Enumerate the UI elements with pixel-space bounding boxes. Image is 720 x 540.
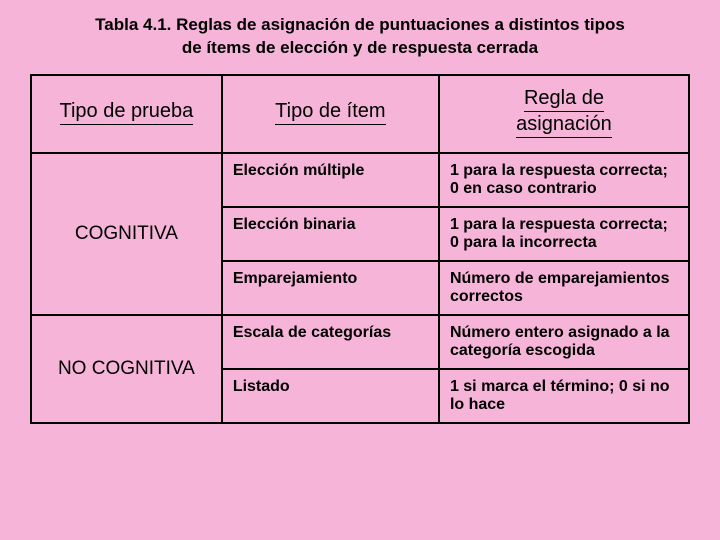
cell-item-type: Elección múltiple (222, 153, 439, 207)
scoring-rules-table: Tipo de prueba Tipo de ítem Regla de asi… (30, 74, 690, 424)
cell-item-type: Escala de categorías (222, 315, 439, 369)
cell-rule: 1 si marca el término; 0 si no lo hace (439, 369, 689, 423)
cell-item-type: Listado (222, 369, 439, 423)
group-no-cognitiva: NO COGNITIVA (31, 315, 222, 423)
table-row: NO COGNITIVA Escala de categorías Número… (31, 315, 689, 369)
header-test-type: Tipo de prueba (31, 75, 222, 153)
table-row: COGNITIVA Elección múltiple 1 para la re… (31, 153, 689, 207)
table-header-row: Tipo de prueba Tipo de ítem Regla de asi… (31, 75, 689, 153)
group-cognitiva: COGNITIVA (31, 153, 222, 315)
cell-rule: Número de emparejamientos correctos (439, 261, 689, 315)
title-line-1: Tabla 4.1. Reglas de asignación de puntu… (95, 15, 625, 34)
table-caption: Tabla 4.1. Reglas de asignación de puntu… (40, 14, 680, 60)
cell-item-type: Emparejamiento (222, 261, 439, 315)
header-item-type: Tipo de ítem (222, 75, 439, 153)
cell-rule: Número entero asignado a la categoría es… (439, 315, 689, 369)
header-rule: Regla de asignación (439, 75, 689, 153)
cell-rule: 1 para la respuesta correcta; 0 en caso … (439, 153, 689, 207)
title-line-2: de ítems de elección y de respuesta cerr… (182, 38, 538, 57)
cell-item-type: Elección binaria (222, 207, 439, 261)
cell-rule: 1 para la respuesta correcta; 0 para la … (439, 207, 689, 261)
